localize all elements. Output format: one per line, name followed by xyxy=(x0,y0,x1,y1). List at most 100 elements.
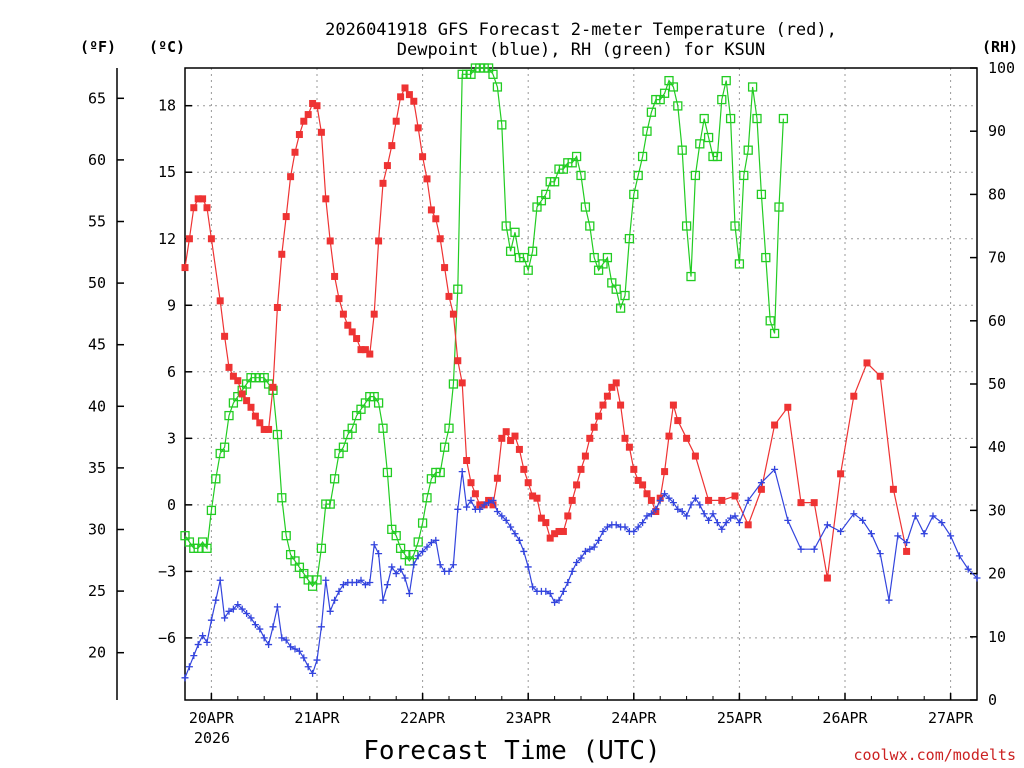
temperature-marker xyxy=(515,445,523,453)
dewpoint-marker xyxy=(379,596,387,604)
dewpoint-marker xyxy=(454,505,462,513)
temperature-marker xyxy=(603,392,611,400)
dewpoint-marker xyxy=(559,587,567,595)
temperature-marker xyxy=(454,357,462,365)
temperature-marker xyxy=(771,421,779,429)
rh-marker xyxy=(312,575,322,585)
temperature-marker xyxy=(555,527,563,535)
temperature-marker xyxy=(269,383,277,391)
dewpoint-marker xyxy=(691,494,699,502)
rh-marker xyxy=(739,170,749,181)
temperature-marker xyxy=(344,321,352,329)
dewpoint-marker xyxy=(507,523,515,531)
temperature-marker xyxy=(304,111,312,119)
temperature-marker xyxy=(458,379,466,387)
dewpoint-marker xyxy=(489,496,497,504)
rh-marker xyxy=(501,221,511,231)
temperature-marker xyxy=(181,264,189,272)
rh-marker xyxy=(571,151,582,162)
dewpoint-marker xyxy=(810,545,818,553)
rh-marker xyxy=(224,410,234,421)
temperature-marker xyxy=(357,346,365,354)
temperature-marker xyxy=(731,492,739,500)
rh-marker xyxy=(202,543,212,553)
temperature-marker xyxy=(639,481,647,489)
rh-marker xyxy=(646,107,657,117)
dewpoint-marker xyxy=(225,607,233,615)
temperature-marker xyxy=(661,468,669,476)
temperature-marker xyxy=(621,434,629,442)
temperature-marker xyxy=(287,173,295,181)
dewpoint-marker xyxy=(911,512,919,520)
dewpoint-marker xyxy=(207,616,215,624)
temperature-marker xyxy=(273,303,281,311)
temperature-marker xyxy=(225,363,233,371)
dewpoint-marker xyxy=(894,532,902,540)
temperature-marker xyxy=(247,403,255,411)
dewpoint-marker xyxy=(260,634,268,642)
temperature-marker xyxy=(194,195,202,203)
temperature-marker xyxy=(265,425,273,433)
temperature-marker xyxy=(691,452,699,460)
temperature-marker xyxy=(533,494,541,502)
rh-marker xyxy=(219,442,230,452)
dewpoint-marker xyxy=(251,621,259,629)
dewpoint-marker xyxy=(361,581,369,589)
dewpoint-marker xyxy=(287,643,295,651)
dewpoint-marker xyxy=(493,508,501,516)
dewpoint-marker xyxy=(194,641,202,649)
rh-marker xyxy=(382,467,393,478)
rh-marker xyxy=(752,113,762,124)
dewpoint-marker xyxy=(687,501,695,509)
rh-tick-label: 100 xyxy=(988,59,1015,77)
dewpoint-marker xyxy=(221,614,229,622)
dewpoint-marker xyxy=(339,581,347,589)
temperature-marker xyxy=(405,91,413,99)
x-tick-label: 20APR xyxy=(189,709,235,727)
dewpoint-marker xyxy=(265,641,273,649)
temperature-marker xyxy=(326,237,334,245)
fahrenheit-tick-label: 25 xyxy=(88,582,106,600)
dewpoint-marker xyxy=(432,536,440,544)
dewpoint-marker xyxy=(467,496,475,504)
temperature-marker xyxy=(810,499,818,507)
temperature-marker xyxy=(573,481,581,489)
celsius-tick-label: 6 xyxy=(167,363,176,381)
rh-marker xyxy=(681,221,692,231)
dewpoint-marker xyxy=(423,543,431,551)
dewpoint-marker xyxy=(273,603,281,611)
fahrenheit-tick-label: 30 xyxy=(88,520,106,538)
dewpoint-marker xyxy=(903,539,911,547)
dewpoint-marker xyxy=(291,645,299,653)
temperature-marker xyxy=(300,117,308,125)
dewpoint-marker xyxy=(234,601,242,609)
dewpoint-marker xyxy=(885,596,893,604)
temperature-marker xyxy=(361,346,369,354)
temperature-marker xyxy=(705,496,713,504)
rh-marker xyxy=(659,88,670,98)
temperature-marker xyxy=(568,496,576,504)
dewpoint-marker xyxy=(555,596,563,604)
rh-tick-label: 40 xyxy=(988,438,1006,456)
dewpoint-marker xyxy=(520,547,528,555)
rh-marker xyxy=(765,316,775,326)
dewpoint-marker xyxy=(669,499,677,507)
fahrenheit-tick-label: 45 xyxy=(88,336,106,354)
dewpoint-marker xyxy=(502,516,510,524)
dewpoint-marker xyxy=(515,536,523,544)
temperature-marker xyxy=(216,297,224,305)
dewpoint-marker xyxy=(238,605,246,613)
dewpoint-marker xyxy=(634,523,642,531)
dewpoint-marker xyxy=(938,519,946,527)
series-layer xyxy=(180,63,981,682)
dewpoint-marker xyxy=(837,527,845,535)
dewpoint-marker xyxy=(920,530,928,538)
celsius-tick-label: 9 xyxy=(167,296,176,314)
rh-marker xyxy=(615,303,626,313)
rh-marker xyxy=(620,290,630,301)
dewpoint-marker xyxy=(713,519,721,527)
dewpoint-marker xyxy=(700,510,708,518)
dewpoint-marker xyxy=(414,552,422,560)
temperature-marker xyxy=(339,310,347,318)
